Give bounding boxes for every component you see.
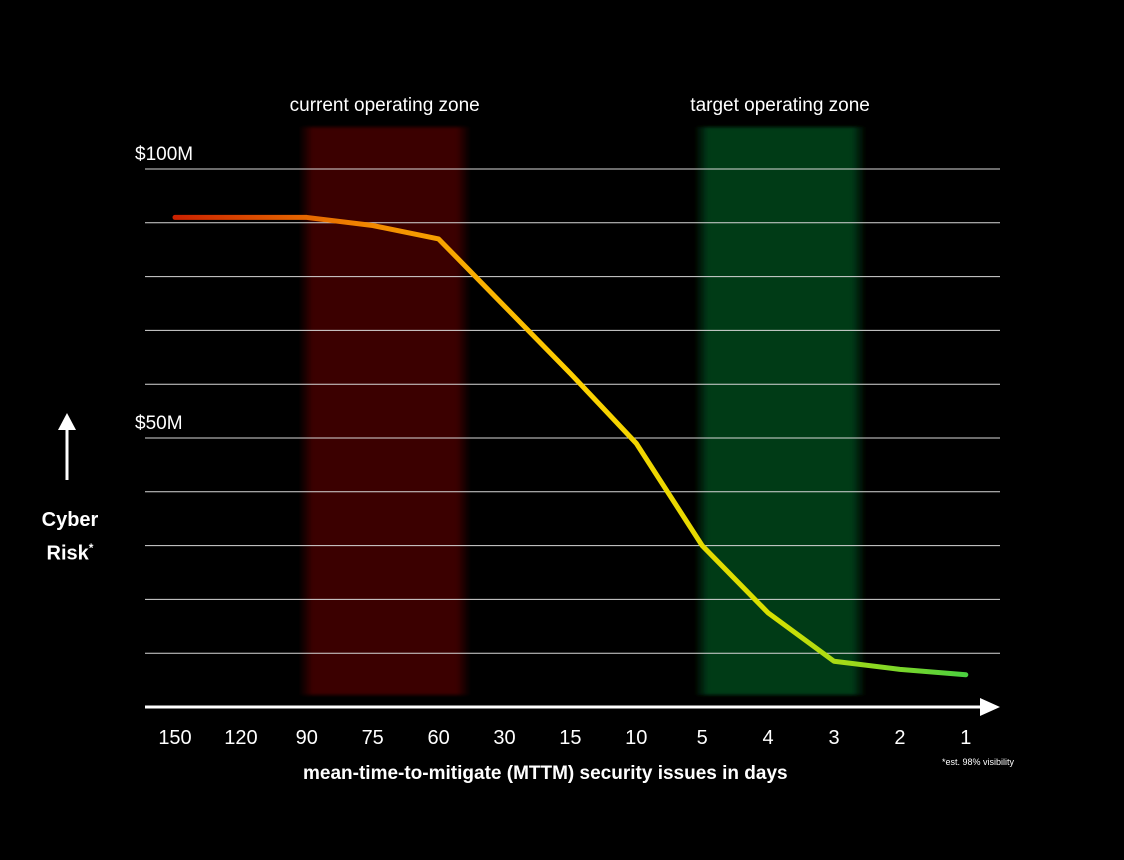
y-axis-title: Cyber Risk*: [30, 506, 110, 568]
x-axis-title: mean-time-to-mitigate (MTTM) security is…: [303, 763, 788, 784]
zone-band-1: [694, 127, 866, 695]
x-tick-label-6: 15: [559, 727, 582, 749]
x-tick-label-9: 4: [762, 727, 774, 749]
x-tick-label-3: 75: [361, 727, 384, 749]
x-axis-arrowhead: [980, 698, 1000, 716]
x-tick-label-7: 10: [625, 727, 648, 749]
grid-layer: [145, 168, 1000, 654]
x-axis: [145, 698, 1000, 716]
y-tick-label-0: $100M: [135, 144, 194, 165]
y-tick-label-1: $50M: [135, 413, 183, 434]
x-tick-label-11: 2: [894, 727, 906, 749]
x-tick-label-12: 1: [960, 727, 972, 749]
y-axis-arrow-icon: [58, 413, 76, 480]
x-tick-label-1: 120: [224, 727, 258, 749]
x-tick-label-10: 3: [828, 727, 840, 749]
x-tick-label-8: 5: [696, 727, 708, 749]
zone-label-1: target operating zone: [690, 95, 870, 116]
zone-label-0: current operating zone: [289, 95, 480, 116]
y-axis-title-text: Cyber Risk: [41, 509, 99, 565]
y-axis-title-marker: *: [88, 541, 94, 555]
x-tick-label-5: 30: [493, 727, 516, 749]
series-layer: [172, 214, 969, 678]
x-tick-label-2: 90: [295, 727, 318, 749]
footnote: *est. 98% visibility: [942, 757, 1015, 767]
series-line: [172, 214, 969, 678]
x-tick-label-4: 60: [427, 727, 450, 749]
zones-layer: [298, 127, 866, 695]
x-tick-label-0: 150: [158, 727, 192, 749]
zone-band-0: [298, 127, 471, 695]
